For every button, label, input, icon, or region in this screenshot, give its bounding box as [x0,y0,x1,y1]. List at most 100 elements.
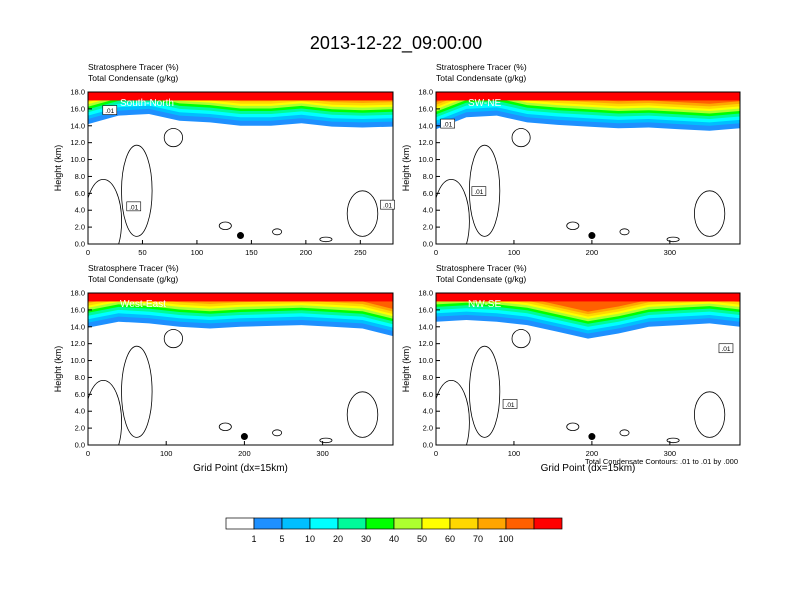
contour-4 [566,221,580,230]
plot-frame [87,292,394,446]
contour-label-box [102,105,118,115]
colorbar-label: 1 [251,534,256,544]
contour-6 [319,437,333,444]
colorbar-label: 30 [361,534,371,544]
left-title-condensate: Total Condensate (g/kg) [436,274,526,284]
y-tick-label: 14.0 [418,322,433,331]
left-title-condensate: Total Condensate (g/kg) [88,73,178,83]
colorbar-cell-4 [309,517,339,530]
y-tick-label: 12.0 [418,339,433,348]
contour-7 [346,190,379,237]
y-tick-label: 14.0 [70,322,85,331]
colorbar-label: 20 [333,534,343,544]
y-tick-label: 12.0 [70,339,85,348]
colorbar-cell-1 [225,517,255,530]
condensate-contours [436,329,726,445]
x-tick-label: 0 [86,248,90,257]
y-tick-label: 4.0 [423,407,433,416]
contour-label: .01 [383,203,392,210]
left-title-tracer: Stratosphere Tracer (%) [436,263,527,273]
panel-group: 0.0 2.0 4.0 6.0 8.0 10.0 12.0 14.0 16.0 18.0 0 50 10… [53,62,741,474]
colorbar-cell-9 [449,517,479,530]
y-axis-label: Height (km) [401,145,411,192]
y-tick-label: 10.0 [70,356,85,365]
y-tick-label: 0.0 [75,240,85,249]
panel-label: SW-NE [468,98,501,109]
tracer-field [436,92,740,244]
y-tick-label: 10.0 [418,356,433,365]
x-tick-label: 300 [316,449,329,458]
colorbar-label: 40 [389,534,399,544]
contour-6 [319,236,333,243]
contour-7 [346,391,379,438]
y-tick-label: 18.0 [70,88,85,97]
contour-label-box [471,186,487,196]
y-tick-label: 8.0 [423,172,433,181]
panel-1: 0.0 2.0 4.0 6.0 8.0 10.0 12.0 14.0 16.0 18.0 0 50 10… [53,62,395,257]
contour-label-box [126,201,142,212]
colorbar: 1 5 10 20 30 40 50 60 70 100 [225,517,563,544]
y-tick-label: 2.0 [75,223,85,232]
contour-label: .01 [474,189,483,196]
location-marker [588,232,596,240]
tracer-band-top [88,92,393,101]
colorbar-cell-6 [365,517,395,530]
contour-4 [218,221,232,230]
colorbar-cell-11 [505,517,535,530]
x-tick-label: 0 [434,248,438,257]
y-tick-label: 12.0 [70,138,85,147]
plot-frame [87,91,394,245]
contour-1 [88,179,122,244]
location-marker [237,232,244,240]
x-tick-label: 200 [300,248,313,257]
contour-1 [436,380,470,445]
y-tick-label: 16.0 [418,104,433,113]
panel-label: South-North [120,98,174,109]
x-tick-label: 300 [664,248,677,257]
contour-2 [121,144,153,237]
contour-7 [693,190,726,237]
contour-label: .01 [105,108,114,115]
y-tick-label: 12.0 [418,138,433,147]
contour-label-box [718,343,734,354]
panel-3: 0.0 2.0 4.0 6.0 8.0 10.0 12.0 14.0 16.0 18.0 0 100 2… [53,263,394,474]
y-tick-label: 16.0 [70,104,85,113]
x-tick-label: 50 [138,248,146,257]
y-tick-label: 14.0 [70,121,85,130]
y-axis-label: Height (km) [53,346,63,393]
y-tick-label: 10.0 [418,155,433,164]
contour-label: .01 [506,402,515,409]
contour-label-box [380,199,395,210]
plot-frame [435,91,741,245]
tracer-field [88,92,393,244]
contour-5 [619,429,630,437]
y-tick-label: 2.0 [423,424,433,433]
x-tick-label: 100 [508,248,521,257]
contour-2 [121,345,153,438]
y-tick-label: 6.0 [423,189,433,198]
contour-5 [272,228,283,236]
left-title-tracer: Stratosphere Tracer (%) [436,62,527,72]
colorbar-label: 60 [445,534,455,544]
x-tick-label: 250 [354,248,367,257]
contour-6 [666,437,680,444]
y-tick-label: 6.0 [75,189,85,198]
colorbar-label: 70 [473,534,483,544]
colorbar-cell-2 [253,517,283,530]
contour-label-box [440,118,455,129]
colorbar-cell-7 [393,517,423,530]
x-tick-label: 0 [434,449,438,458]
contour-label: .01 [443,122,452,129]
contour-4 [218,422,232,431]
y-tick-label: 4.0 [75,206,85,215]
left-title-tracer: Stratosphere Tracer (%) [88,62,179,72]
condensate-contours [88,128,379,244]
y-tick-label: 8.0 [75,172,85,181]
y-axis-label: Height (km) [401,346,411,393]
panel-label: NW-SE [468,299,501,310]
colorbar-label: 50 [417,534,427,544]
y-tick-label: 0.0 [423,441,433,450]
colorbar-label: 100 [498,534,513,544]
y-tick-label: 6.0 [423,390,433,399]
